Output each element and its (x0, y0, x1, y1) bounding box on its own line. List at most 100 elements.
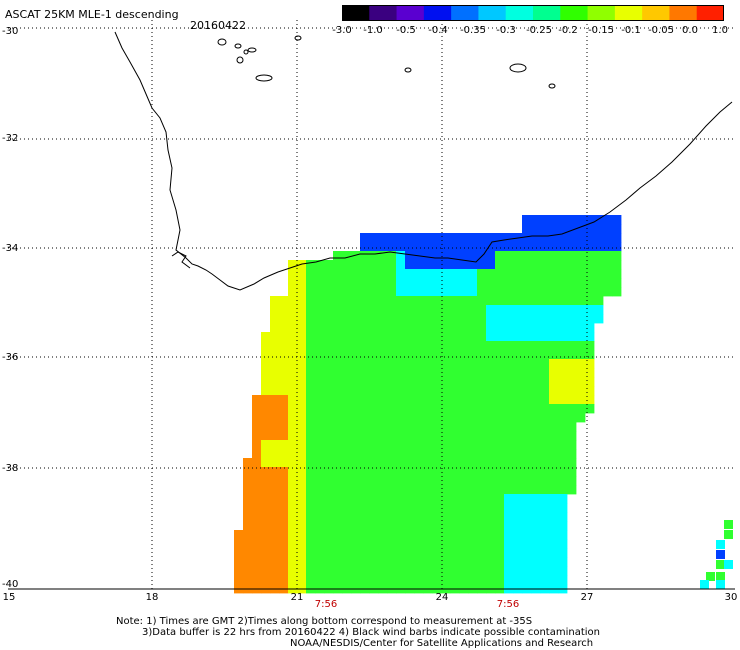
swath-cell (324, 377, 334, 387)
swath-cell (594, 233, 604, 243)
swath-cell (423, 233, 433, 243)
swath-cell (432, 422, 442, 432)
swath-cell (558, 386, 568, 396)
swath-cell (549, 269, 559, 279)
swath-cell (522, 449, 532, 459)
swath-cell (486, 458, 496, 468)
swath-cell (396, 557, 406, 567)
swath-cell (504, 251, 514, 261)
swath-cell (351, 278, 361, 288)
island (217, 38, 227, 46)
swath-cell (585, 296, 595, 306)
colorbar-swatch (342, 5, 370, 21)
swath-cell (243, 467, 253, 477)
swath-cell (315, 341, 325, 351)
swath-cell (495, 341, 505, 351)
swath-cell (468, 476, 478, 486)
swath-cell (396, 260, 406, 270)
swath-cell (585, 359, 595, 369)
swath-cell (495, 575, 505, 585)
swath-cell (450, 269, 460, 279)
swath-cell (477, 260, 487, 270)
swath-cell (270, 458, 280, 468)
swath-cell (387, 422, 397, 432)
swath-cell (513, 467, 523, 477)
swath-cell (387, 332, 397, 342)
swath-cell (441, 377, 451, 387)
swath-cell (513, 530, 523, 540)
swath-cell (495, 449, 505, 459)
swath-cell (396, 521, 406, 531)
swath-cell (459, 494, 469, 504)
swath-cell (459, 395, 469, 405)
swath-cell (396, 566, 406, 576)
swath-cell (396, 449, 406, 459)
swath-cell (432, 467, 442, 477)
swath-cell (549, 278, 559, 288)
swath-cell (477, 548, 487, 558)
swath-cell (513, 359, 523, 369)
island (255, 74, 273, 82)
swath-cell (441, 323, 451, 333)
swath-cell (351, 458, 361, 468)
swath-cell (324, 557, 334, 567)
swath-cell (405, 242, 415, 252)
swath-cell (540, 458, 550, 468)
swath-cell (351, 548, 361, 558)
swath-cell (441, 485, 451, 495)
swath-cell (700, 580, 709, 589)
swath-cell (432, 494, 442, 504)
swath-cell (423, 350, 433, 360)
swath-cell (333, 332, 343, 342)
swath-cell (567, 458, 577, 468)
swath-cell (450, 548, 460, 558)
swath-cell (414, 566, 424, 576)
swath-cell (306, 350, 316, 360)
swath-cell (513, 368, 523, 378)
swath-cell (549, 296, 559, 306)
swath-cell (378, 269, 388, 279)
swath-cell (261, 449, 271, 459)
swath-cell (459, 530, 469, 540)
swath-cell (342, 332, 352, 342)
swath-cell (297, 350, 307, 360)
swath-cell (504, 530, 514, 540)
swath-cell (540, 377, 550, 387)
swath-cell (567, 422, 577, 432)
swath-cell (567, 449, 577, 459)
swath-cell (414, 422, 424, 432)
swath-cell (594, 305, 604, 315)
swath-cell (486, 485, 496, 495)
swath-cell (378, 251, 388, 261)
swath-cell (468, 530, 478, 540)
swath-cell (405, 530, 415, 540)
swath-cell (423, 395, 433, 405)
swath-cell (369, 269, 379, 279)
swath-cell (558, 395, 568, 405)
swath-cell (504, 269, 514, 279)
swath-cell (423, 359, 433, 369)
swath-cell (315, 368, 325, 378)
swath-cell (513, 449, 523, 459)
swath-cell (396, 251, 406, 261)
swath-cell (279, 404, 289, 414)
swath-cell (360, 359, 370, 369)
swath-cell (405, 251, 415, 261)
swath-cell (396, 323, 406, 333)
swath-cell (261, 359, 271, 369)
swath-cell (369, 476, 379, 486)
swath-cell (504, 377, 514, 387)
swath-cell (423, 332, 433, 342)
swath-cell (261, 557, 271, 567)
swath-cell (504, 494, 514, 504)
swath-cell (378, 458, 388, 468)
swath-cell (486, 269, 496, 279)
swath-cell (549, 449, 559, 459)
swath-cell (378, 377, 388, 387)
swath-cell (477, 269, 487, 279)
swath-cell (261, 530, 271, 540)
swath-cell (315, 314, 325, 324)
swath-cell (306, 386, 316, 396)
swath-cell (504, 323, 514, 333)
swath-cell (360, 287, 370, 297)
